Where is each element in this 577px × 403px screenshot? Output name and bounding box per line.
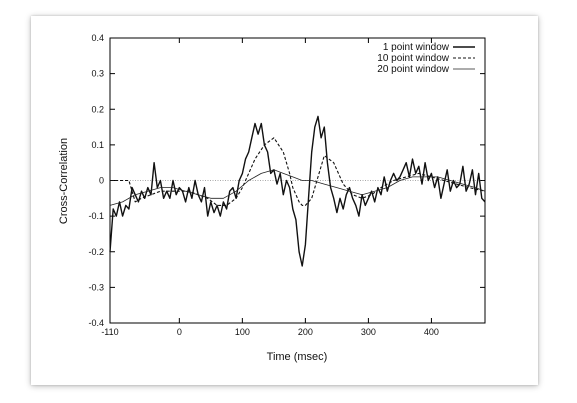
legend-label-10-point: 10 point window bbox=[377, 53, 449, 64]
y-tick-label: -0.2 bbox=[88, 247, 104, 257]
y-axis-label: Cross-Correlation bbox=[58, 138, 70, 224]
x-axis-label: Time (msec) bbox=[267, 351, 328, 363]
x-tick-label: 300 bbox=[361, 327, 376, 337]
y-tick-label: -0.4 bbox=[88, 318, 104, 328]
x-tick-label: 100 bbox=[235, 327, 250, 337]
y-tick-label: 0 bbox=[99, 176, 104, 186]
y-tick-label: 0.1 bbox=[91, 140, 104, 150]
x-tick-label: 0 bbox=[177, 327, 182, 337]
series-line-1 bbox=[109, 115, 486, 267]
cross-correlation-chart: -110 0 100 200 300 400 0.4 0.3 0.2 0.1 0 -0.1 -0.2 -… bbox=[58, 33, 486, 363]
y-tick-label: 0.2 bbox=[91, 104, 104, 114]
y-tick-label: -0.3 bbox=[88, 282, 104, 292]
y-tick-label: 0.3 bbox=[91, 69, 104, 79]
x-tick-labels: -110 0 100 200 300 400 bbox=[101, 327, 439, 337]
y-tick-label: -0.1 bbox=[88, 211, 104, 221]
series-line-3 bbox=[109, 169, 486, 206]
series-lines bbox=[109, 115, 486, 267]
legend: 1 point window 10 point window 20 point … bbox=[377, 42, 475, 75]
x-tick-label: 200 bbox=[298, 327, 313, 337]
y-tick-labels: 0.4 0.3 0.2 0.1 0 -0.1 -0.2 -0.3 -0.4 bbox=[88, 33, 104, 328]
x-tick-label: -110 bbox=[101, 327, 118, 337]
figure-card: -110 0 100 200 300 400 0.4 0.3 0.2 0.1 0 -0.1 -0.2 -… bbox=[31, 16, 538, 385]
series-line-2 bbox=[110, 137, 486, 206]
legend-label-1-point: 1 point window bbox=[383, 42, 450, 53]
legend-label-20-point: 20 point window bbox=[377, 64, 449, 75]
y-tick-label: 0.4 bbox=[91, 33, 104, 43]
x-tick-label: 400 bbox=[424, 327, 439, 337]
